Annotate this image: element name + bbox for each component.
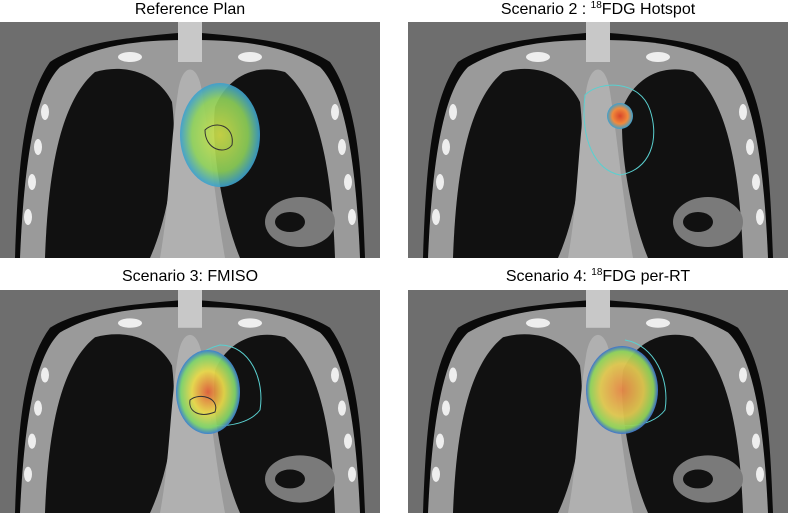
panel-title: Scenario 4: 18FDG per-RT [506, 267, 690, 285]
panel-scenario-4: Scenario 4: 18FDG per-RT [408, 267, 788, 513]
panel-scenario-2: Scenario 2 : 18FDG Hotspot [408, 0, 788, 258]
panel-title: Reference Plan [135, 1, 245, 18]
title-suffix: FDG per-RT [602, 268, 690, 285]
panel-title: Scenario 3: FMISO [122, 268, 258, 285]
panel-scenario-3: Scenario 3: FMISO [0, 268, 380, 513]
title-prefix: Scenario 2 : [501, 1, 591, 18]
title-superscript: 18 [591, 267, 603, 278]
title-prefix: Scenario 4: [506, 268, 591, 285]
panel-title: Scenario 2 : 18FDG Hotspot [501, 0, 696, 18]
title-superscript: 18 [591, 0, 603, 11]
title-suffix: FDG Hotspot [602, 1, 696, 18]
panel-reference: Reference Plan [0, 1, 380, 258]
